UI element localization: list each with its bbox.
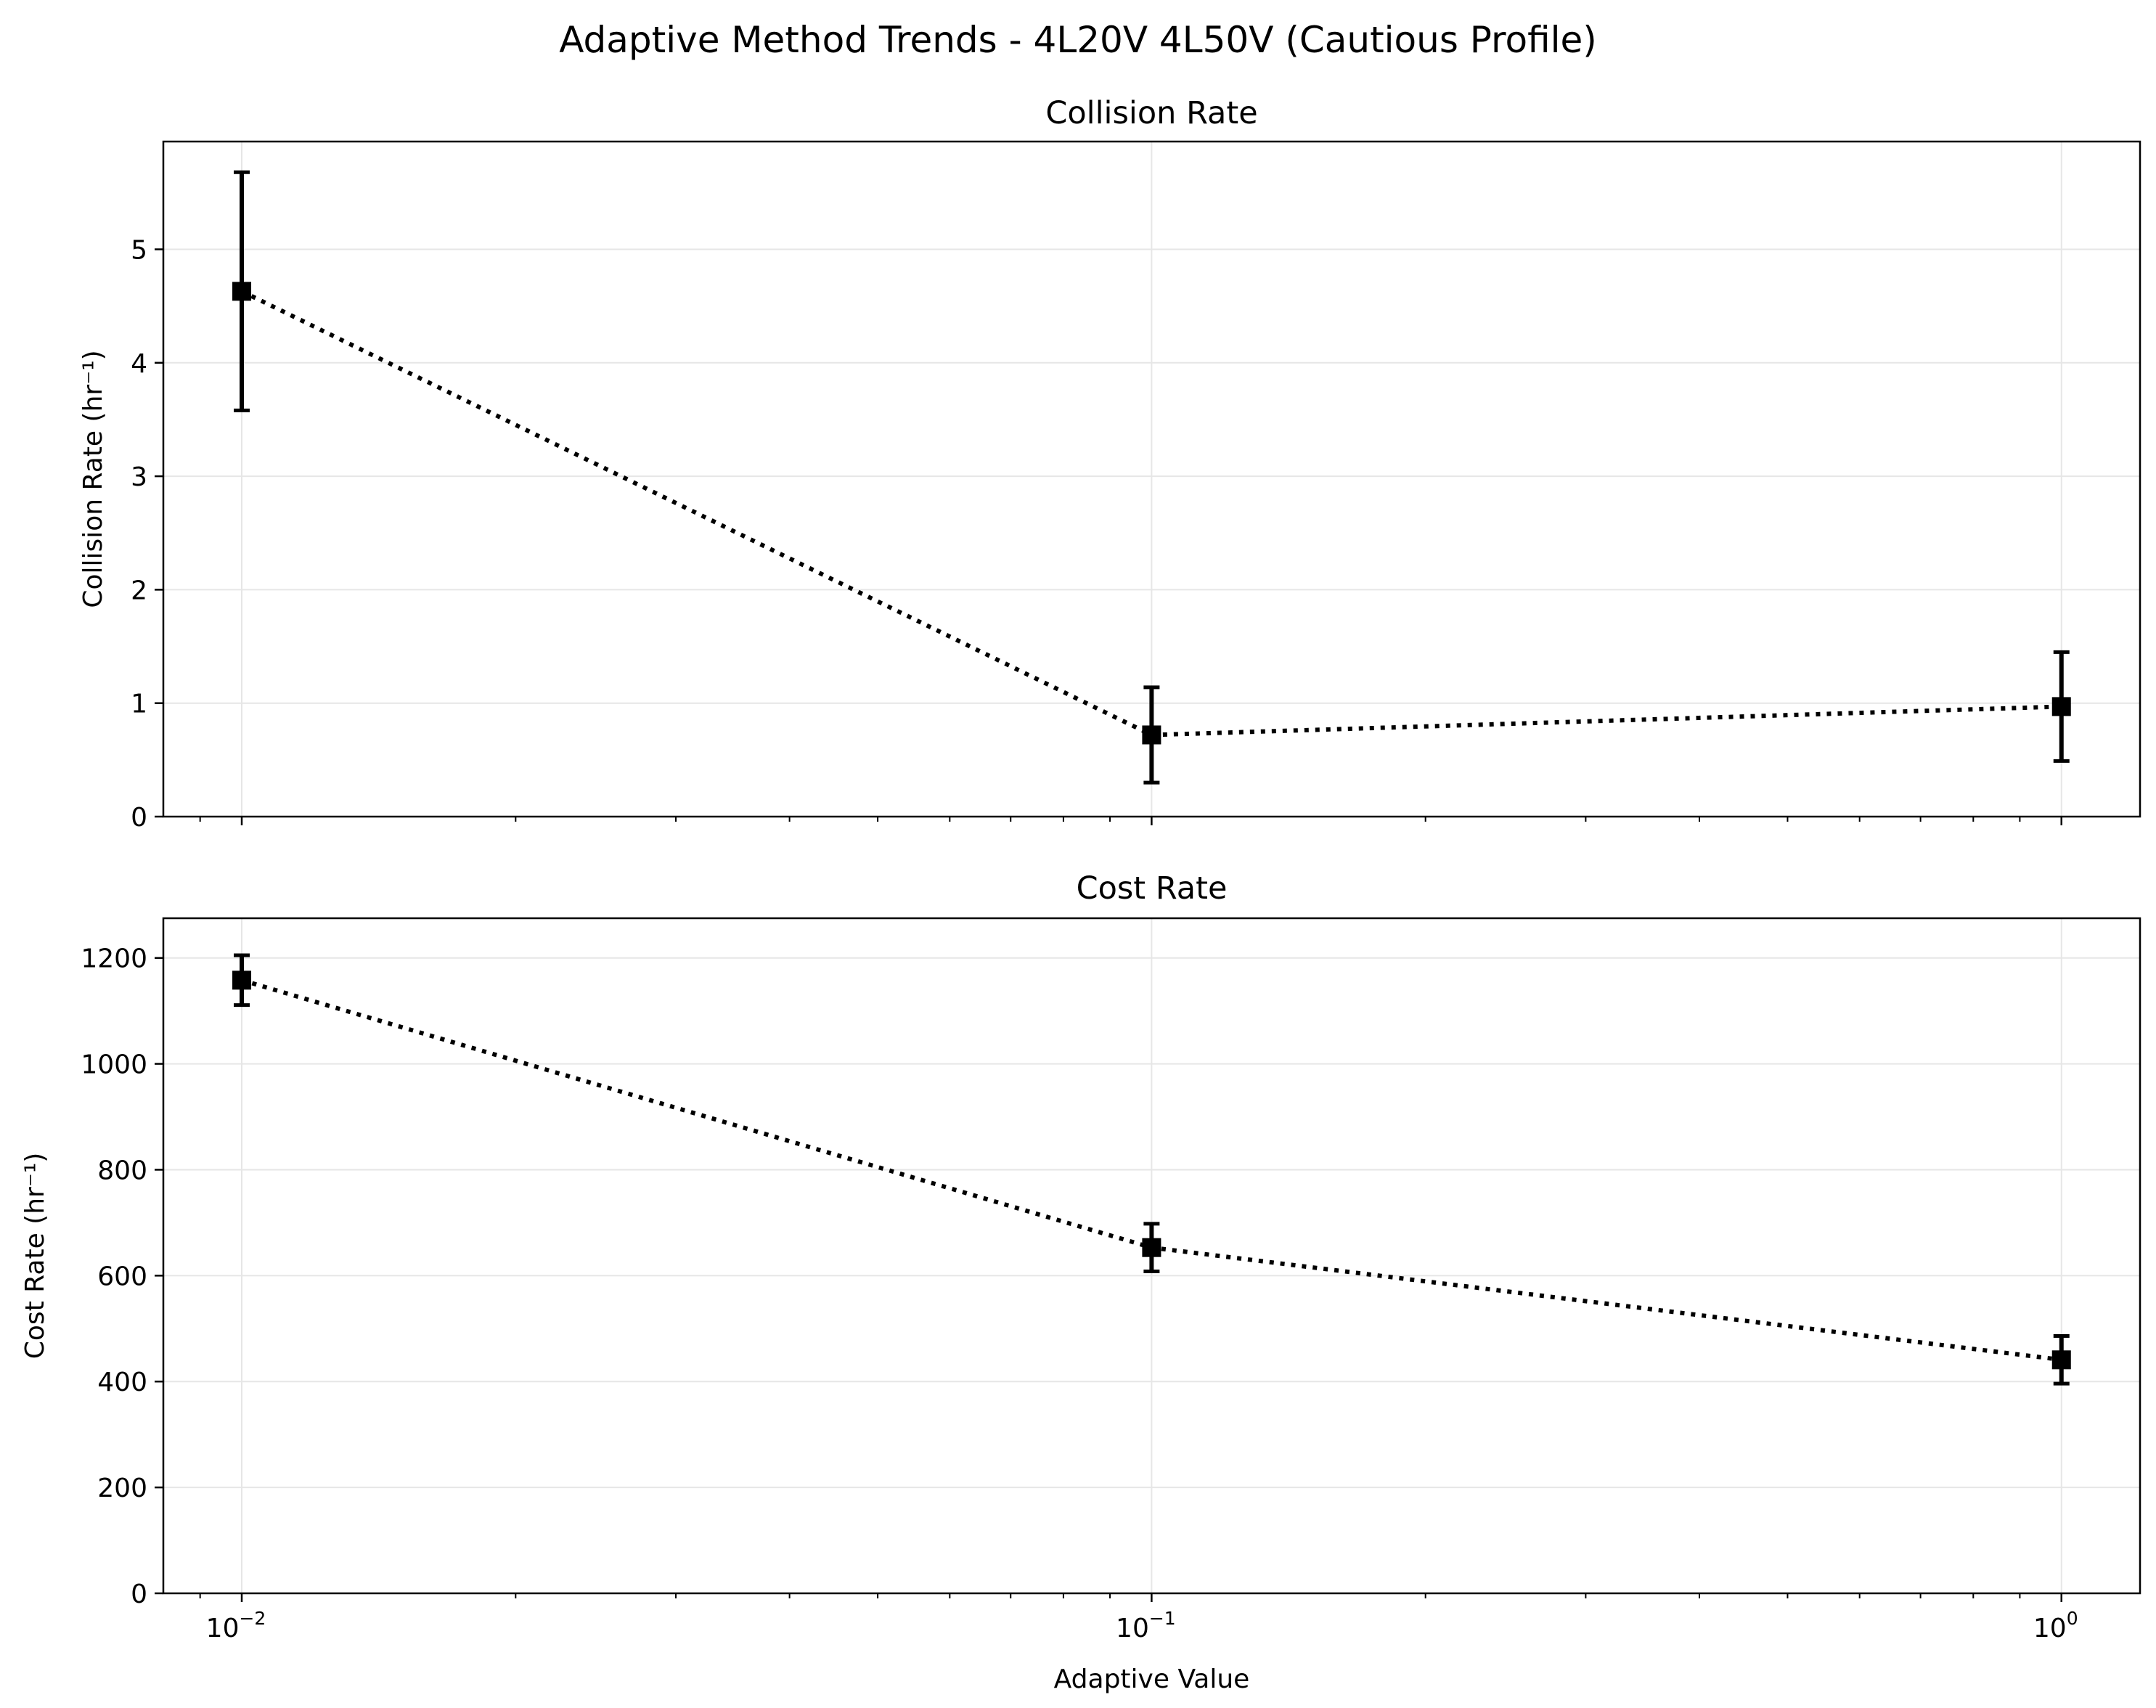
cost-ytick-label: 1200 bbox=[81, 944, 147, 974]
collision-data-point bbox=[232, 282, 252, 301]
cost-ylabel: Cost Rate (hr⁻¹) bbox=[20, 1153, 50, 1360]
cost-data-point bbox=[2051, 1350, 2071, 1370]
cost-xtick-exp: −2 bbox=[239, 1608, 266, 1629]
cost-xtick-exp: 0 bbox=[2067, 1608, 2078, 1629]
collision-data-point bbox=[1142, 725, 1161, 745]
figure-title: Adaptive Method Trends - 4L20V 4L50V (Ca… bbox=[559, 19, 1597, 61]
cost-ytick-label: 0 bbox=[131, 1580, 147, 1609]
collision-ytick-label: 4 bbox=[131, 349, 147, 379]
cost-ytick-label: 400 bbox=[97, 1368, 147, 1397]
collision-ytick-label: 1 bbox=[131, 690, 147, 719]
collision-ytick-label: 3 bbox=[131, 462, 147, 492]
cost-ytick-label: 1000 bbox=[81, 1050, 147, 1080]
cost-panel-title: Cost Rate bbox=[1077, 870, 1228, 907]
collision-ytick-label: 5 bbox=[131, 235, 147, 265]
cost-ytick-label: 200 bbox=[97, 1474, 147, 1503]
collision-ytick-label: 0 bbox=[131, 803, 147, 833]
collision-panel-title: Collision Rate bbox=[1045, 95, 1257, 131]
cost-data-point bbox=[232, 971, 252, 990]
cost-xtick-base: 10 bbox=[1116, 1614, 1149, 1643]
cost-xtick-base: 10 bbox=[2033, 1614, 2067, 1643]
cost-xtick-label: 10−2 bbox=[206, 1608, 266, 1643]
cost-xtick-label: 100 bbox=[2033, 1608, 2078, 1643]
collision-data-point bbox=[2051, 697, 2071, 716]
cost-ytick-label: 600 bbox=[97, 1262, 147, 1291]
cost-data-point bbox=[1142, 1238, 1161, 1257]
cost-xtick-exp: −1 bbox=[1149, 1608, 1176, 1629]
cost-xtick-base: 10 bbox=[206, 1614, 240, 1643]
cost-xtick-label: 10−1 bbox=[1116, 1608, 1176, 1643]
cost-xlabel: Adaptive Value bbox=[1054, 1664, 1250, 1694]
collision-rate-panel: 0 1 2 3 4 5 Collision Rate Collision Rate (hr⁻¹… bbox=[78, 95, 2141, 833]
collision-ytick-label: 2 bbox=[131, 576, 147, 605]
cost-ytick-label: 800 bbox=[97, 1156, 147, 1185]
collision-ylabel: Collision Rate (hr⁻¹) bbox=[78, 350, 108, 608]
